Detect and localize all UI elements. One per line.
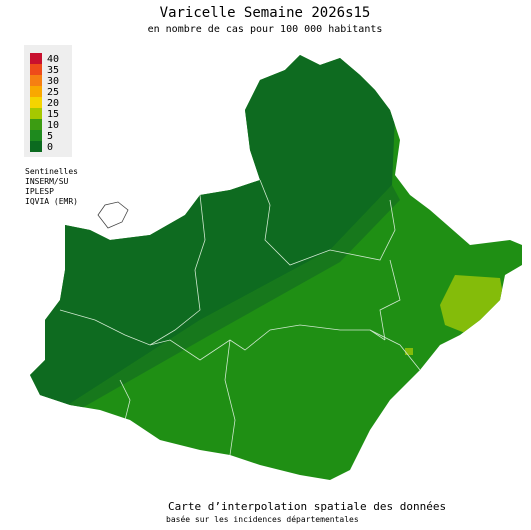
source-label: IPLESP [25, 187, 54, 196]
source-label: Sentinelles [25, 167, 78, 176]
source-label: INSERM/SU [25, 177, 69, 186]
zone-transition [60, 185, 400, 412]
legend-label: 30 [47, 76, 59, 87]
legend-swatch [30, 86, 42, 97]
legend-swatch [30, 119, 42, 130]
legend-label: 0 [47, 142, 53, 153]
legend-label: 35 [47, 65, 59, 76]
legend-swatch [30, 64, 42, 75]
legend-swatch [30, 97, 42, 108]
enclave [97, 201, 129, 229]
legend-swatch [30, 108, 42, 119]
footer-subtitle: basée sur les incidences départementales [166, 514, 359, 524]
legend-swatch [30, 75, 42, 86]
legend-swatch [30, 141, 42, 152]
legend-swatch [30, 53, 42, 64]
legend-swatch [30, 130, 42, 141]
source-label: IQVIA (EMR) [25, 197, 78, 206]
department-borders [59, 179, 421, 456]
legend-label: 40 [47, 54, 59, 65]
legend-label: 5 [47, 131, 53, 142]
legend-label: 25 [47, 87, 59, 98]
region-map [30, 55, 522, 480]
legend-label: 20 [47, 98, 59, 109]
legend-label: 15 [47, 109, 59, 120]
title: Varicelle Semaine 2026s15 [160, 5, 371, 21]
subtitle: en nombre de cas pour 100 000 habitants [148, 24, 383, 35]
zone-spot [405, 348, 413, 355]
legend-label: 10 [47, 120, 59, 131]
footer-title: Carte d’interpolation spatiale des donné… [168, 500, 446, 513]
